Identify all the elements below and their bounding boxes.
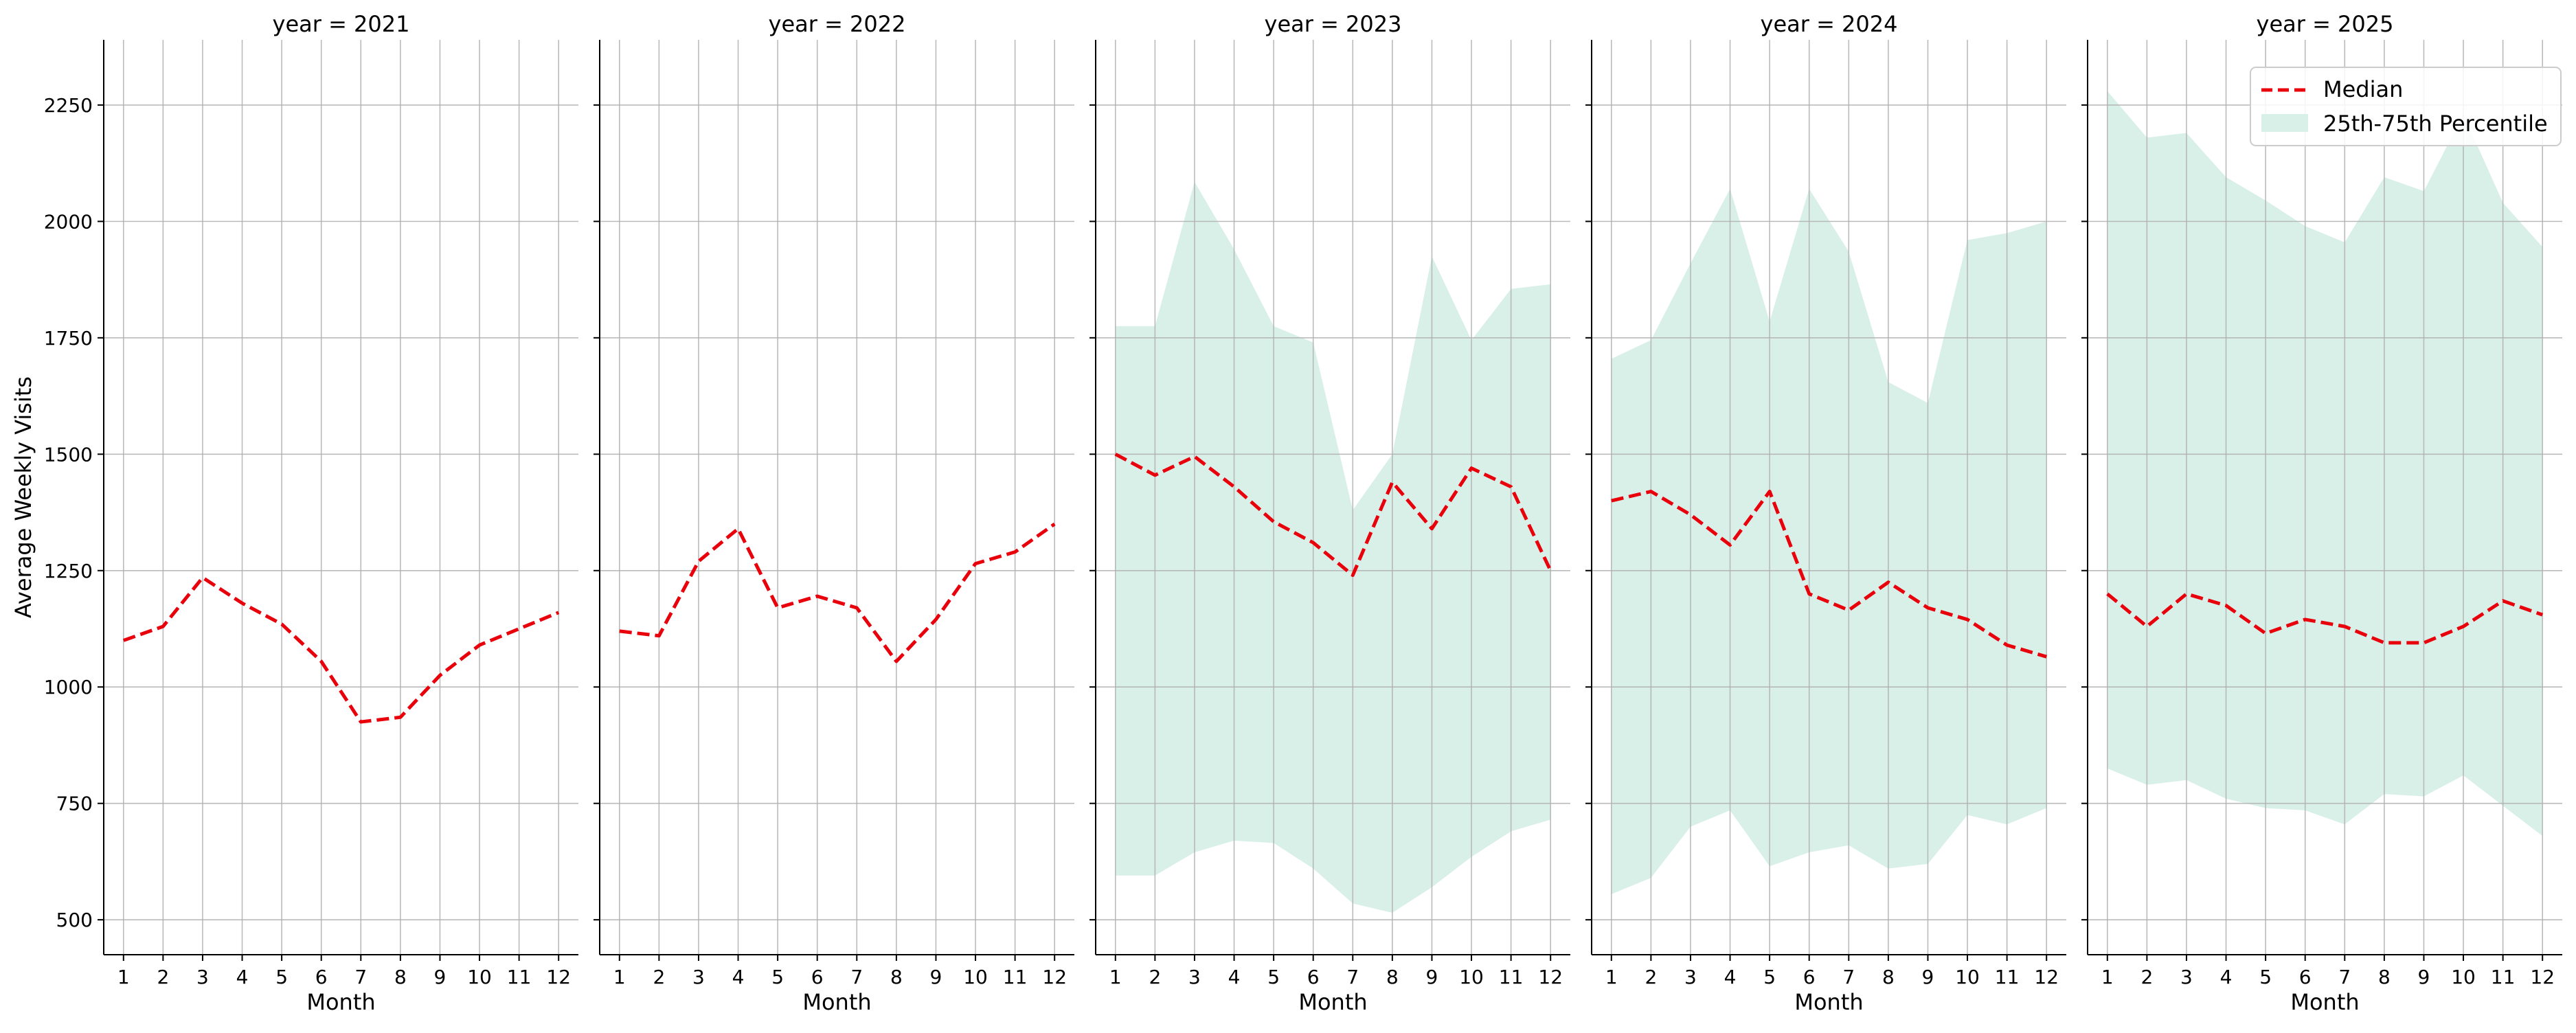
- x-tick-label: 4: [732, 966, 745, 988]
- x-tick-label: 11: [1995, 966, 2020, 988]
- x-tick-label: 9: [1426, 966, 1438, 988]
- x-tick-label: 12: [1538, 966, 1563, 988]
- y-tick-label: 500: [56, 909, 93, 931]
- y-tick-label: 1500: [44, 443, 93, 466]
- x-axis-label: Month: [2290, 989, 2359, 1015]
- x-tick-label: 5: [1267, 966, 1280, 988]
- x-tick-label: 7: [1842, 966, 1855, 988]
- x-tick-label: 9: [1922, 966, 1934, 988]
- x-tick-label: 10: [2451, 966, 2476, 988]
- y-tick-label: 1000: [44, 676, 93, 699]
- x-tick-label: 2: [1149, 966, 1161, 988]
- x-tick-label: 6: [1803, 966, 1816, 988]
- x-tick-label: 10: [467, 966, 492, 988]
- panel-title: year = 2023: [1265, 11, 1402, 37]
- y-axis-label: Average Weekly Visits: [10, 376, 36, 618]
- x-tick-label: 7: [1346, 966, 1359, 988]
- percentile-band-5: [2108, 91, 2542, 837]
- x-tick-label: 9: [434, 966, 447, 988]
- x-tick-label: 6: [315, 966, 328, 988]
- x-tick-label: 8: [1386, 966, 1399, 988]
- x-tick-label: 4: [1724, 966, 1737, 988]
- x-tick-label: 4: [1228, 966, 1241, 988]
- x-tick-label: 11: [507, 966, 532, 988]
- x-tick-label: 4: [236, 966, 249, 988]
- x-axis-label: Month: [1298, 989, 1367, 1015]
- legend-band-label: 25th-75th Percentile: [2323, 111, 2548, 137]
- x-tick-label: 2: [2140, 966, 2153, 988]
- x-tick-label: 3: [196, 966, 209, 988]
- x-tick-label: 3: [1684, 966, 1697, 988]
- x-tick-label: 11: [2491, 966, 2516, 988]
- x-tick-label: 1: [1605, 966, 1618, 988]
- x-tick-label: 1: [2101, 966, 2114, 988]
- x-tick-label: 8: [394, 966, 407, 988]
- x-tick-label: 3: [692, 966, 705, 988]
- y-tick-label: 750: [56, 793, 93, 815]
- x-tick-label: 9: [930, 966, 942, 988]
- x-tick-label: 7: [2338, 966, 2351, 988]
- y-tick-label: 1250: [44, 560, 93, 582]
- x-tick-label: 12: [2034, 966, 2059, 988]
- x-tick-label: 7: [354, 966, 367, 988]
- median-line-1: [124, 578, 558, 722]
- median-line-2: [620, 524, 1054, 661]
- x-tick-label: 2: [157, 966, 169, 988]
- x-tick-label: 9: [2418, 966, 2430, 988]
- y-tick-label: 2250: [44, 94, 93, 117]
- percentile-band-4: [1612, 189, 2046, 894]
- x-tick-label: 2: [1645, 966, 1657, 988]
- x-tick-label: 3: [1188, 966, 1201, 988]
- x-tick-label: 8: [890, 966, 903, 988]
- x-tick-label: 5: [2259, 966, 2272, 988]
- x-tick-label: 4: [2220, 966, 2233, 988]
- x-tick-label: 7: [850, 966, 863, 988]
- panel-title: year = 2024: [1761, 11, 1898, 37]
- x-axis-label: Month: [306, 989, 375, 1015]
- panel-title: year = 2022: [769, 11, 906, 37]
- x-tick-label: 3: [2180, 966, 2193, 988]
- legend-band-swatch: [2261, 114, 2308, 132]
- x-tick-label: 8: [1882, 966, 1895, 988]
- x-tick-label: 10: [1955, 966, 1980, 988]
- x-axis-label: Month: [802, 989, 871, 1015]
- legend-median-label: Median: [2323, 76, 2403, 102]
- x-tick-label: 5: [275, 966, 288, 988]
- panel-title: year = 2025: [2257, 11, 2394, 37]
- x-tick-label: 11: [1003, 966, 1028, 988]
- x-tick-label: 6: [811, 966, 824, 988]
- x-tick-label: 5: [1763, 966, 1776, 988]
- x-tick-label: 2: [653, 966, 665, 988]
- x-tick-label: 6: [2299, 966, 2312, 988]
- x-tick-label: 12: [1042, 966, 1067, 988]
- y-tick-label: 1750: [44, 327, 93, 350]
- x-tick-label: 6: [1307, 966, 1320, 988]
- x-axis-label: Month: [1794, 989, 1863, 1015]
- x-tick-label: 8: [2378, 966, 2391, 988]
- x-tick-label: 1: [1109, 966, 1122, 988]
- x-tick-label: 1: [613, 966, 626, 988]
- y-tick-label: 2000: [44, 210, 93, 233]
- x-tick-label: 12: [2530, 966, 2555, 988]
- x-tick-label: 11: [1499, 966, 1524, 988]
- x-tick-label: 10: [963, 966, 988, 988]
- panel-title: year = 2021: [273, 11, 410, 37]
- x-tick-label: 10: [1459, 966, 1484, 988]
- x-tick-label: 1: [117, 966, 130, 988]
- x-tick-label: 12: [546, 966, 571, 988]
- x-tick-label: 5: [771, 966, 784, 988]
